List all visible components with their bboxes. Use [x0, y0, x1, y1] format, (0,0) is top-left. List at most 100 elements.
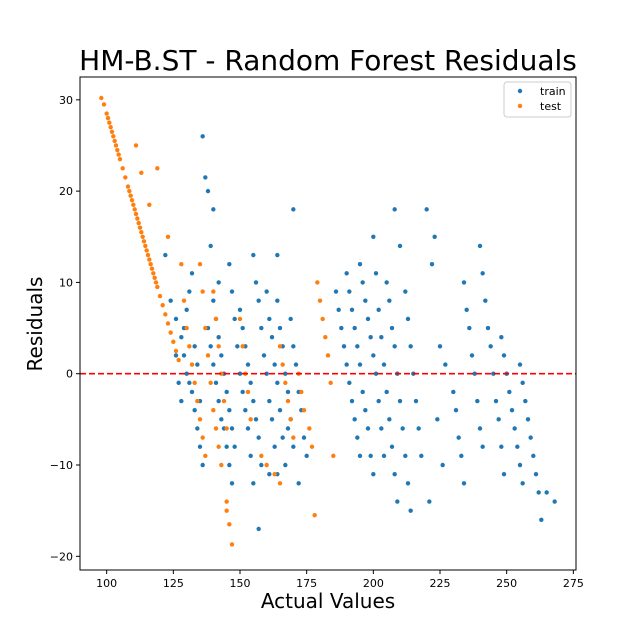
train-point-10 [197, 444, 203, 449]
train-point-198 [507, 389, 512, 395]
train-point-72 [269, 334, 275, 340]
train-point-54 [245, 362, 251, 367]
train-point-99 [267, 471, 272, 477]
train-point-55 [248, 380, 253, 386]
test-point-1 [101, 102, 107, 107]
train-point-29 [224, 444, 229, 449]
train-point-139 [381, 362, 387, 367]
test-point-0 [99, 95, 104, 101]
test-point-3 [107, 120, 112, 125]
train-point-16 [184, 307, 189, 313]
test-point-62 [200, 289, 205, 294]
plot-frame [79, 76, 577, 571]
test-point-78 [229, 542, 235, 547]
train-point-178 [464, 307, 469, 313]
train-point-195 [499, 334, 504, 340]
train-point-117 [352, 325, 357, 331]
test-point-30 [105, 115, 111, 121]
y-tick-label-0: 0 [66, 368, 73, 381]
train-point-154 [408, 508, 413, 513]
x-tick-label-275: 275 [563, 577, 584, 590]
train-point-158 [405, 316, 411, 322]
test-point-55 [189, 362, 195, 367]
test-point-53 [184, 325, 189, 331]
train-point-56 [251, 398, 256, 404]
train-point-172 [451, 389, 456, 395]
test-point-65 [208, 380, 213, 386]
train-point-45 [237, 371, 243, 376]
train-point-67 [269, 417, 275, 422]
train-point-186 [480, 271, 485, 276]
train-point-13 [176, 380, 181, 386]
test-point-85 [277, 344, 283, 349]
train-point-98 [256, 526, 261, 532]
train-point-121 [363, 408, 368, 413]
test-point-70 [211, 289, 216, 294]
train-point-175 [459, 453, 464, 459]
train-point-207 [525, 417, 531, 422]
train-point-102 [285, 426, 291, 431]
train-point-214 [552, 499, 557, 504]
test-point-4 [109, 129, 115, 134]
train-point-39 [229, 426, 235, 431]
legend-marker-train [517, 88, 523, 94]
train-point-3 [179, 334, 184, 340]
test-point-12 [131, 202, 136, 208]
train-point-104 [333, 289, 339, 294]
test-point-29 [176, 357, 181, 363]
train-point-74 [275, 380, 280, 386]
test-point-72 [216, 344, 221, 349]
train-point-191 [493, 398, 499, 404]
train-point-156 [397, 243, 403, 249]
test-point-27 [171, 339, 176, 344]
train-point-162 [416, 426, 421, 431]
train-point-95 [211, 207, 216, 212]
train-point-201 [515, 444, 520, 449]
train-point-138 [379, 334, 384, 340]
train-point-155 [392, 207, 397, 212]
train-point-8 [192, 408, 197, 413]
test-point-46 [133, 143, 139, 148]
train-point-183 [477, 426, 483, 431]
train-point-85 [288, 316, 293, 322]
test-point-44 [151, 271, 156, 276]
train-point-101 [275, 252, 280, 258]
test-point-26 [168, 330, 173, 335]
train-point-43 [232, 316, 237, 322]
train-point-124 [371, 471, 376, 477]
test-point-58 [197, 417, 203, 422]
legend-label-test: test [540, 100, 562, 113]
test-point-20 [152, 275, 157, 281]
train-point-75 [277, 408, 283, 413]
test-point-9 [123, 175, 128, 180]
train-point-190 [491, 371, 496, 376]
train-point-31 [229, 481, 235, 486]
train-point-118 [355, 344, 360, 349]
x-tick-label-225: 225 [430, 577, 451, 590]
train-point-87 [293, 362, 299, 367]
train-point-27 [219, 417, 224, 422]
train-point-159 [408, 344, 413, 349]
test-point-84 [248, 417, 253, 422]
test-point-37 [132, 207, 137, 212]
test-point-76 [224, 499, 229, 504]
test-point-40 [140, 234, 145, 239]
test-point-19 [149, 266, 155, 271]
train-point-113 [357, 453, 363, 459]
train-point-202 [517, 462, 523, 468]
train-point-42 [229, 289, 235, 294]
train-point-164 [424, 207, 429, 212]
train-point-110 [349, 398, 355, 404]
train-point-112 [355, 435, 360, 440]
legend-marker-test [517, 103, 523, 109]
train-point-48 [245, 426, 251, 431]
train-point-180 [469, 353, 475, 358]
train-point-97 [216, 280, 221, 285]
train-point-84 [291, 444, 296, 449]
train-point-188 [485, 325, 491, 331]
train-point-199 [509, 408, 515, 413]
train-point-171 [443, 362, 448, 367]
test-point-10 [125, 184, 131, 189]
train-point-125 [357, 261, 363, 267]
train-point-79 [277, 325, 283, 331]
